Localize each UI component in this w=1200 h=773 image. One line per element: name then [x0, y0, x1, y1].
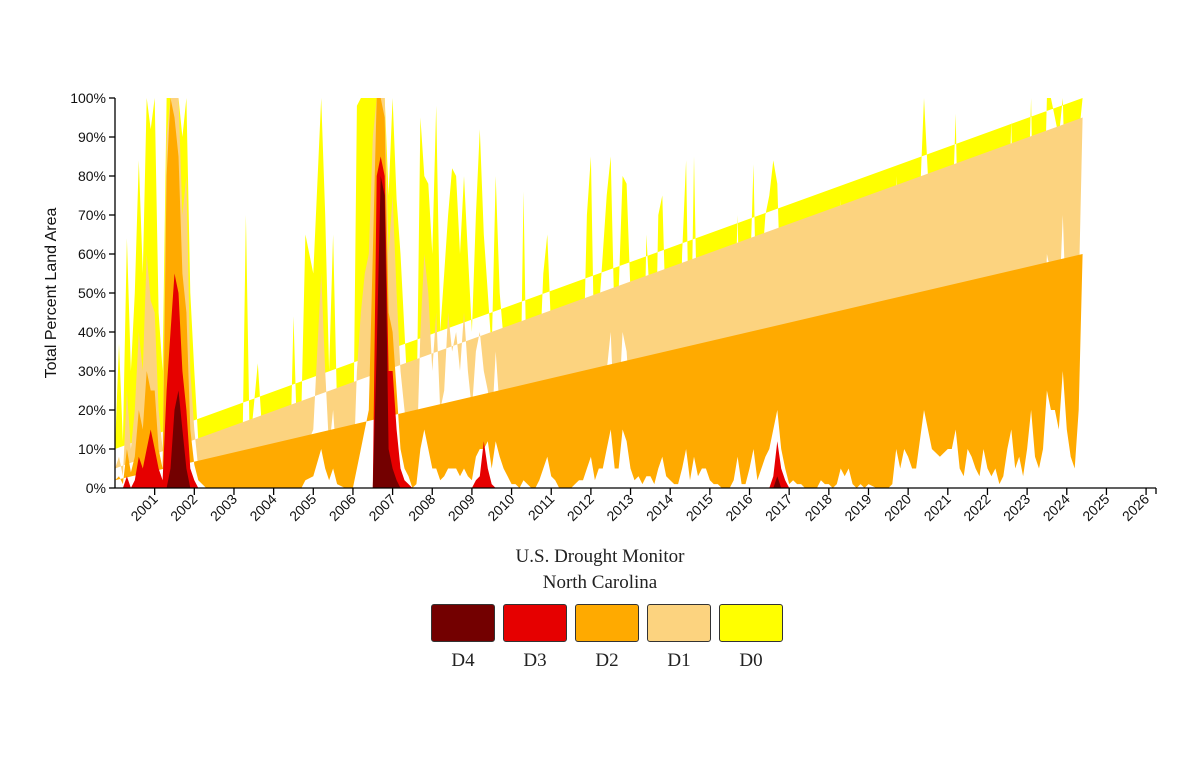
legend-label: D1	[667, 650, 691, 671]
legend-item-d2: D2	[574, 604, 640, 672]
x-tick-label: 2017	[762, 491, 795, 524]
x-tick-label: 2011	[525, 491, 558, 524]
legend-swatch	[719, 604, 783, 642]
x-tick-label: 2002	[167, 491, 200, 524]
x-tick-label: 2013	[603, 491, 636, 524]
y-axis-label: Total Percent Land Area	[43, 208, 60, 379]
legend-swatch	[575, 604, 639, 642]
x-tick-label: 2014	[643, 491, 676, 524]
legend-label: D4	[451, 650, 475, 671]
y-tick-label: 90%	[78, 129, 106, 145]
area-d4	[115, 176, 1156, 488]
legend-item-d0: D0	[718, 604, 784, 672]
x-tick-label: 2020	[881, 491, 914, 524]
x-tick-label: 2006	[326, 491, 359, 524]
legend-swatch	[647, 604, 711, 642]
y-tick-label: 10%	[78, 441, 106, 457]
x-tick-label: 2004	[246, 491, 279, 524]
y-tick-label: 70%	[78, 207, 106, 223]
x-tick-label: 2023	[1000, 491, 1033, 524]
x-tick-label: 2022	[960, 491, 993, 524]
legend: D4 D3 D2 D1 D0	[430, 604, 784, 672]
x-tick-label: 2021	[921, 491, 954, 524]
y-tick-label: 40%	[78, 324, 106, 340]
x-tick-label: 2019	[841, 491, 874, 524]
drought-areas	[115, 98, 1156, 488]
x-tick-label: 2007	[365, 491, 398, 524]
y-tick-label: 80%	[78, 168, 106, 184]
x-tick-label: 2003	[207, 491, 240, 524]
legend-label: D3	[523, 650, 547, 671]
x-tick-label: 2012	[564, 491, 597, 524]
chart-subtitle: North Carolina	[542, 572, 658, 593]
x-tick-label: 2001	[127, 491, 160, 524]
x-tick-label: 2010	[484, 491, 517, 524]
x-tick-label: 2015	[683, 491, 716, 524]
legend-swatch	[431, 604, 495, 642]
x-tick-label: 2008	[405, 491, 438, 524]
y-tick-label: 0%	[86, 480, 106, 496]
x-tick-label: 2016	[722, 491, 755, 524]
x-tick-label: 2005	[286, 491, 319, 524]
x-tick-label: 2018	[802, 491, 835, 524]
legend-item-d1: D1	[646, 604, 712, 672]
legend-swatch	[503, 604, 567, 642]
y-tick-label: 30%	[78, 363, 106, 379]
area-d2	[115, 98, 1083, 488]
x-tick-label: 2026	[1119, 491, 1152, 524]
y-tick-label: 50%	[78, 285, 106, 301]
x-tick-label: 2025	[1079, 491, 1112, 524]
chart-title: U.S. Drought Monitor	[515, 546, 685, 567]
legend-label: D2	[595, 650, 619, 671]
x-tick-label: 2009	[445, 491, 478, 524]
legend-item-d4: D4	[430, 604, 496, 672]
legend-label: D0	[739, 650, 763, 671]
y-tick-label: 60%	[78, 246, 106, 262]
y-tick-label: 100%	[70, 90, 106, 106]
y-tick-label: 20%	[78, 402, 106, 418]
legend-item-d3: D3	[502, 604, 568, 672]
x-tick-label: 2024	[1040, 491, 1073, 524]
